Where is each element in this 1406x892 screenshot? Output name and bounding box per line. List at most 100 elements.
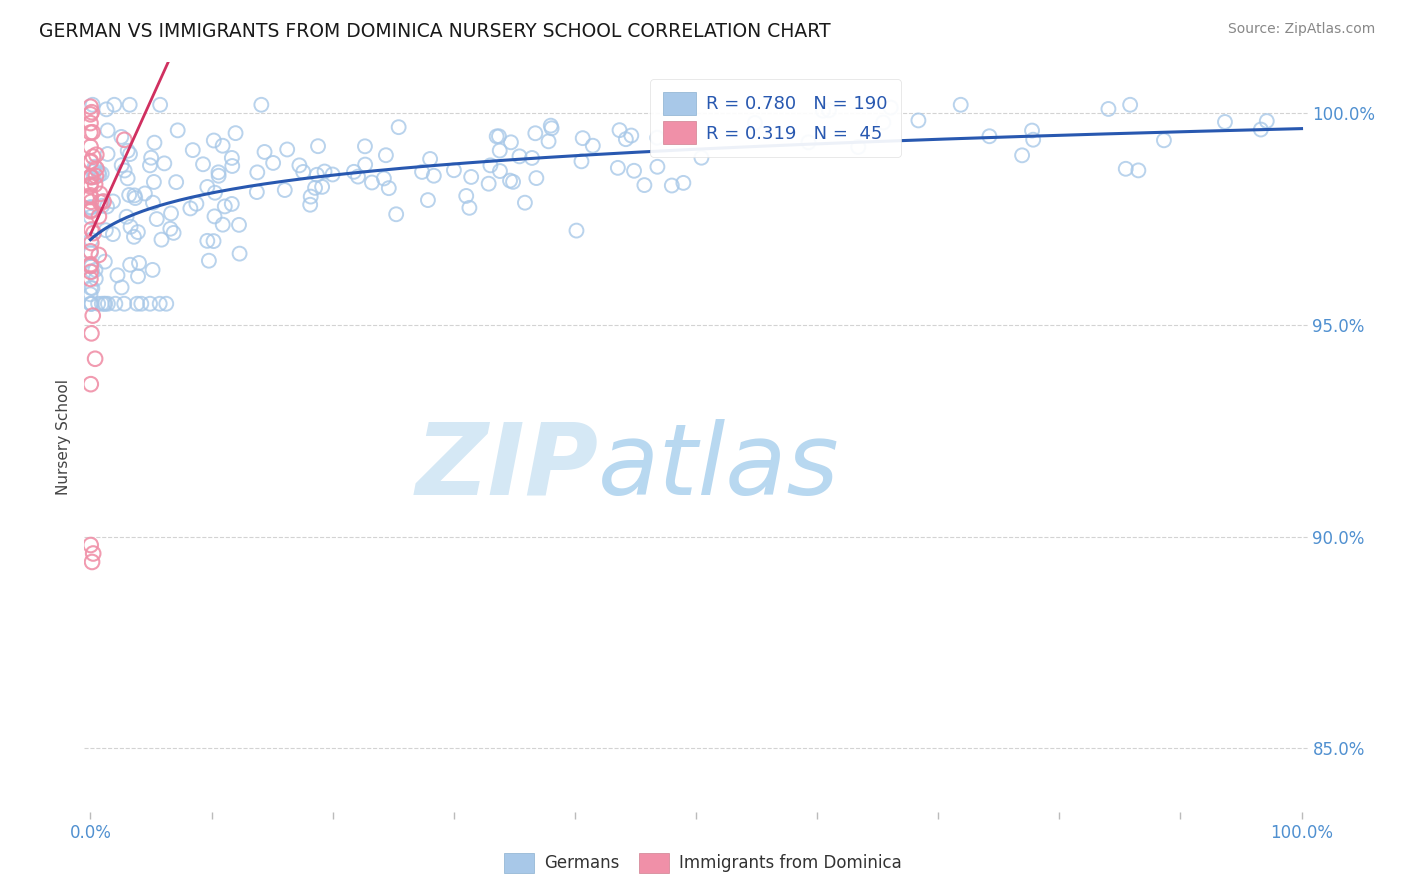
Point <box>80 154 103 169</box>
Point <box>540 121 562 136</box>
Point <box>228 246 250 260</box>
Point <box>82 265 104 279</box>
Point <box>979 129 1001 144</box>
Point <box>139 158 162 172</box>
Point <box>79 190 101 204</box>
Point <box>79 188 101 202</box>
Point <box>93 297 115 311</box>
Point <box>872 115 894 129</box>
Point <box>79 265 101 279</box>
Point <box>485 129 508 144</box>
Point <box>571 131 593 145</box>
Point <box>89 186 111 201</box>
Point <box>1213 115 1236 129</box>
Point <box>142 195 165 210</box>
Point <box>524 171 547 186</box>
Point <box>82 125 104 139</box>
Point <box>131 297 153 311</box>
Point <box>153 156 176 170</box>
Point <box>80 297 103 311</box>
Point <box>744 116 766 130</box>
Point <box>80 297 103 311</box>
Point <box>80 260 103 274</box>
Point <box>139 297 162 311</box>
Point <box>299 189 322 203</box>
Point <box>276 143 298 157</box>
Point <box>502 175 524 189</box>
Point <box>1153 133 1175 147</box>
Point <box>292 165 315 179</box>
Point <box>198 253 221 268</box>
Point <box>373 171 395 186</box>
Text: Source: ZipAtlas.com: Source: ZipAtlas.com <box>1227 22 1375 37</box>
Point <box>508 149 530 163</box>
Point <box>159 221 181 235</box>
Point <box>195 180 218 194</box>
Point <box>103 97 125 112</box>
Point <box>354 158 377 172</box>
Point <box>314 164 336 178</box>
Point <box>499 136 522 150</box>
Point <box>311 179 333 194</box>
Point <box>647 160 669 174</box>
Point <box>155 297 177 311</box>
Point <box>79 210 101 224</box>
Point <box>118 188 141 202</box>
Point <box>94 297 117 311</box>
Point <box>112 133 135 147</box>
Point <box>79 257 101 271</box>
Point <box>207 165 229 179</box>
Text: ZIP: ZIP <box>415 418 598 516</box>
Point <box>149 97 172 112</box>
Point <box>83 170 105 185</box>
Point <box>1128 163 1150 178</box>
Point <box>208 169 231 183</box>
Point <box>79 178 101 192</box>
Point <box>124 191 146 205</box>
Point <box>204 210 226 224</box>
Point <box>186 196 208 211</box>
Point <box>114 163 136 178</box>
Point <box>478 177 501 191</box>
Point <box>571 154 593 169</box>
Point <box>181 143 204 157</box>
Point <box>84 263 107 277</box>
Point <box>86 161 108 176</box>
Point <box>80 202 103 217</box>
Point <box>1250 122 1272 136</box>
Point <box>1011 148 1033 162</box>
Point <box>499 173 522 187</box>
Point <box>82 547 104 561</box>
Point <box>79 155 101 169</box>
Point <box>661 178 683 193</box>
Point <box>87 248 110 262</box>
Point <box>322 168 344 182</box>
Point <box>540 119 562 133</box>
Point <box>385 207 408 221</box>
Point <box>513 195 536 210</box>
Point <box>479 158 502 172</box>
Point <box>307 139 329 153</box>
Point <box>80 105 103 120</box>
Point <box>79 538 101 552</box>
Point <box>97 123 120 137</box>
Point <box>110 280 132 294</box>
Point <box>79 244 101 259</box>
Point <box>107 268 129 283</box>
Point <box>246 185 269 199</box>
Point <box>80 377 103 392</box>
Point <box>1115 161 1137 176</box>
Point <box>606 161 628 175</box>
Point <box>141 151 163 165</box>
Point <box>82 281 104 295</box>
Point <box>80 326 103 341</box>
Point <box>80 246 103 260</box>
Point <box>202 234 225 248</box>
Point <box>949 97 972 112</box>
Point <box>90 167 112 181</box>
Point <box>211 138 233 153</box>
Point <box>204 186 226 200</box>
Point <box>150 233 173 247</box>
Point <box>120 219 142 234</box>
Point <box>97 147 120 161</box>
